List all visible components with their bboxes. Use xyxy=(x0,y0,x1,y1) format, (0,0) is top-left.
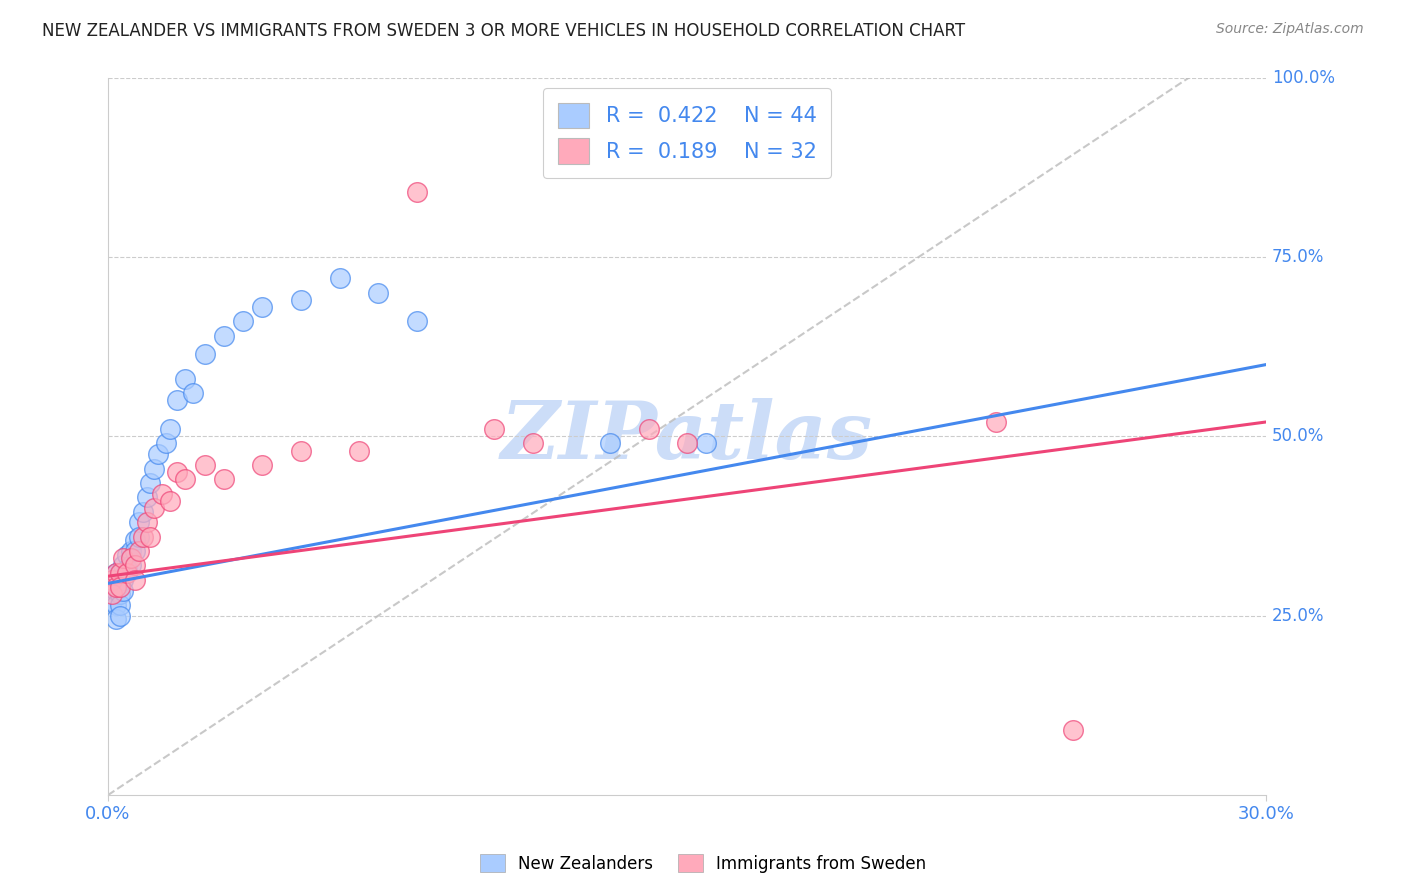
Point xyxy=(104,598,127,612)
Point xyxy=(108,576,131,591)
Point xyxy=(124,558,146,573)
Point xyxy=(1062,723,1084,738)
Point xyxy=(159,494,181,508)
Point xyxy=(117,562,139,576)
Point xyxy=(405,314,427,328)
Point xyxy=(405,186,427,200)
Point xyxy=(232,314,254,328)
Point xyxy=(104,566,127,580)
Point xyxy=(132,530,155,544)
Point xyxy=(104,576,127,591)
Point xyxy=(112,583,135,598)
Point xyxy=(101,594,124,608)
Text: 50.0%: 50.0% xyxy=(1272,427,1324,445)
Point xyxy=(117,566,139,580)
Point xyxy=(112,573,135,587)
Point xyxy=(212,328,235,343)
Point xyxy=(108,608,131,623)
Point xyxy=(599,436,621,450)
Point xyxy=(101,587,124,601)
Point xyxy=(101,569,124,583)
Point xyxy=(252,300,274,314)
Point xyxy=(212,472,235,486)
Text: ZIPatlas: ZIPatlas xyxy=(501,398,873,475)
Point xyxy=(104,583,127,598)
Point xyxy=(166,465,188,479)
Legend: New Zealanders, Immigrants from Sweden: New Zealanders, Immigrants from Sweden xyxy=(472,847,934,880)
Point xyxy=(290,293,312,307)
Point xyxy=(139,475,162,490)
Point xyxy=(128,544,150,558)
Point xyxy=(482,422,505,436)
Point xyxy=(329,271,352,285)
Point xyxy=(166,393,188,408)
Point xyxy=(124,533,146,548)
Point xyxy=(104,566,127,580)
Point xyxy=(120,544,142,558)
Text: 75.0%: 75.0% xyxy=(1272,248,1324,266)
Point xyxy=(676,436,699,450)
Point xyxy=(143,501,166,516)
Point xyxy=(117,548,139,562)
Point xyxy=(193,347,215,361)
Point xyxy=(637,422,659,436)
Text: 100.0%: 100.0% xyxy=(1272,69,1336,87)
Point xyxy=(108,580,131,594)
Point xyxy=(984,415,1007,429)
Point xyxy=(174,472,197,486)
Point xyxy=(181,386,204,401)
Point xyxy=(108,598,131,612)
Point xyxy=(143,461,166,475)
Point xyxy=(108,566,131,580)
Point xyxy=(120,551,142,566)
Point xyxy=(148,447,170,461)
Point xyxy=(155,436,177,450)
Text: NEW ZEALANDER VS IMMIGRANTS FROM SWEDEN 3 OR MORE VEHICLES IN HOUSEHOLD CORRELAT: NEW ZEALANDER VS IMMIGRANTS FROM SWEDEN … xyxy=(42,22,966,40)
Point xyxy=(124,544,146,558)
Point xyxy=(120,558,142,573)
Point xyxy=(347,443,370,458)
Point xyxy=(132,505,155,519)
Point xyxy=(290,443,312,458)
Text: 25.0%: 25.0% xyxy=(1272,607,1324,624)
Legend: R =  0.422    N = 44, R =  0.189    N = 32: R = 0.422 N = 44, R = 0.189 N = 32 xyxy=(543,88,831,178)
Point xyxy=(124,573,146,587)
Point xyxy=(128,516,150,530)
Point xyxy=(150,486,173,500)
Point xyxy=(104,580,127,594)
Point xyxy=(135,516,157,530)
Point xyxy=(108,587,131,601)
Point xyxy=(193,458,215,472)
Point xyxy=(101,580,124,594)
Text: Source: ZipAtlas.com: Source: ZipAtlas.com xyxy=(1216,22,1364,37)
Point xyxy=(135,490,157,504)
Point xyxy=(252,458,274,472)
Point xyxy=(174,372,197,386)
Point xyxy=(112,558,135,573)
Point xyxy=(104,612,127,626)
Point xyxy=(695,436,717,450)
Point xyxy=(367,285,389,300)
Point xyxy=(159,422,181,436)
Point xyxy=(128,530,150,544)
Point xyxy=(108,566,131,580)
Point xyxy=(139,530,162,544)
Point xyxy=(522,436,544,450)
Point xyxy=(101,573,124,587)
Point xyxy=(112,551,135,566)
